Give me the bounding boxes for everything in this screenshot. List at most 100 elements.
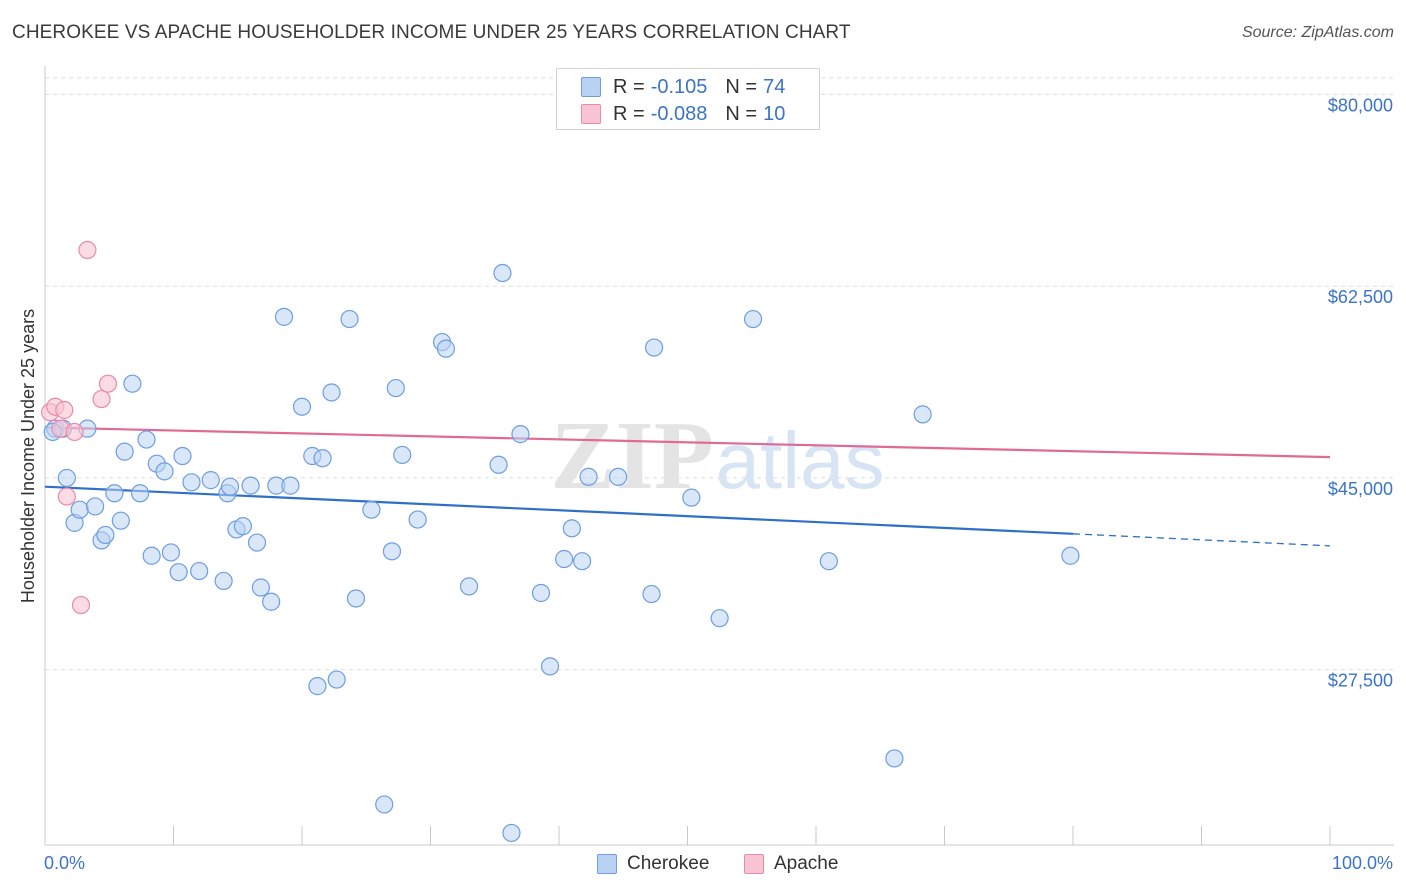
cherokee-point — [182, 473, 201, 492]
cherokee-point — [540, 657, 560, 676]
cherokee-point — [130, 484, 150, 503]
cherokee-n-value: 74 — [763, 75, 786, 98]
cherokee-point — [489, 455, 508, 474]
chart-title: CHEROKEE VS APACHE HOUSEHOLDER INCOME UN… — [12, 22, 851, 43]
cherokee-point — [70, 500, 89, 519]
cherokee-legend-swatch — [597, 854, 617, 874]
apache-swatch — [581, 104, 601, 124]
cherokee-point — [262, 592, 281, 611]
apache-legend-label: Apache — [774, 853, 839, 874]
cherokee-point — [161, 543, 181, 562]
axis-layer: $27,500 $45,000 $62,500 $80,000 0.0% 100.0% — [44, 66, 1394, 873]
cherokee-n-label: N = — [725, 75, 758, 98]
watermark-atlas: atlas — [716, 416, 885, 505]
cherokee-point — [573, 552, 592, 571]
apache-n-label: N = — [725, 102, 758, 125]
apache-point — [55, 400, 74, 420]
cherokee-point — [743, 309, 763, 329]
cherokee-point — [247, 533, 267, 552]
apache-point — [57, 487, 76, 506]
cherokee-point — [115, 442, 134, 461]
apache-r-label: R = — [613, 102, 645, 125]
cherokee-point — [308, 677, 327, 696]
cherokee-point — [313, 449, 332, 468]
cherokee-point — [493, 263, 512, 283]
apache-trendline — [44, 426, 1331, 459]
trendlines — [44, 426, 1331, 547]
cherokee-r-label: R = — [613, 75, 645, 98]
apache-r-value: -0.088 — [650, 102, 708, 125]
cherokee-point — [579, 467, 598, 486]
cherokee-point — [142, 546, 161, 565]
cherokee-point — [155, 462, 174, 481]
cherokee-point — [96, 525, 115, 545]
cherokee-point — [111, 511, 130, 530]
cherokee-point — [281, 476, 300, 495]
cherokee-point — [241, 476, 260, 495]
cherokee-point — [819, 552, 838, 571]
cherokee-point — [459, 577, 479, 596]
y-axis-label: Householder Income Under 25 years — [18, 309, 38, 603]
cherokee-point — [386, 378, 405, 398]
cherokee-point — [220, 477, 240, 496]
cherokee-trendline — [44, 485, 1074, 535]
watermark: ZIP atlas — [550, 402, 884, 510]
cherokee-trendline-extension — [1072, 533, 1331, 547]
grid-layer — [45, 77, 1394, 671]
cherokee-point — [1061, 546, 1080, 565]
bottom-legend-apache: Apache — [744, 852, 838, 876]
cherokee-legend-label: Cherokee — [627, 853, 710, 874]
cherokee-point — [555, 549, 574, 569]
apache-point — [65, 422, 84, 442]
cherokee-point — [531, 583, 551, 603]
x-tick-label: 100.0% — [1332, 853, 1393, 873]
cherokee-point — [375, 795, 394, 814]
data-points — [41, 240, 1080, 843]
cherokee-point — [292, 397, 312, 416]
cherokee-point — [502, 823, 521, 843]
cherokee-point — [137, 430, 156, 449]
apache-legend-swatch — [744, 854, 764, 874]
cherokee-point — [322, 383, 341, 402]
cherokee-point — [340, 309, 359, 329]
y-tick-label: $27,500 — [1328, 671, 1393, 691]
apache-n-value: 10 — [763, 102, 786, 125]
cherokee-point — [362, 500, 381, 519]
cherokee-point — [682, 488, 701, 507]
cherokee-point — [86, 497, 105, 516]
y-tick-label: $62,500 — [1328, 287, 1393, 307]
cherokee-point — [190, 561, 209, 581]
cherokee-point — [57, 468, 76, 488]
bottom-legend-cherokee: Cherokee — [597, 852, 709, 876]
cherokee-point — [511, 425, 530, 444]
cherokee-point — [382, 542, 402, 561]
x-tick-label: 0.0% — [44, 853, 85, 873]
cherokee-point — [885, 749, 904, 768]
cherokee-point — [169, 563, 188, 582]
cherokee-point — [562, 519, 581, 538]
y-tick-label: $45,000 — [1328, 479, 1393, 499]
apache-point — [71, 595, 91, 615]
cherokee-point — [408, 510, 427, 529]
legend-row-cherokee: R = -0.105 N = 74 — [581, 74, 785, 100]
cherokee-point — [233, 517, 252, 536]
cherokee-point — [251, 578, 270, 597]
cherokee-point — [644, 338, 664, 357]
cherokee-swatch — [581, 77, 601, 97]
cherokee-point — [274, 307, 294, 326]
cherokee-point — [642, 584, 661, 604]
cherokee-point — [173, 446, 192, 466]
apache-point — [78, 240, 97, 260]
cherokee-point — [214, 571, 233, 591]
cherokee-point — [327, 670, 346, 689]
source-label: Source: ZipAtlas.com — [1241, 24, 1394, 41]
cherokee-point — [201, 471, 220, 490]
cherokee-point — [393, 445, 412, 465]
cherokee-point — [346, 589, 366, 608]
cherokee-point — [105, 484, 124, 503]
legend-row-apache: R = -0.088 N = 10 — [581, 101, 785, 127]
apache-point — [92, 389, 111, 409]
cherokee-point — [436, 339, 456, 358]
cherokee-r-value: -0.105 — [650, 75, 708, 98]
correlation-legend: R = -0.105 N = 74 R = -0.088 N = 10 — [556, 68, 820, 130]
